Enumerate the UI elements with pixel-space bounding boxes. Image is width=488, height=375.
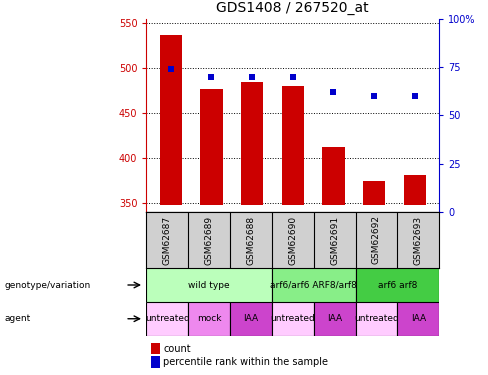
- Bar: [282, 86, 304, 205]
- Text: GSM62689: GSM62689: [204, 215, 214, 265]
- Text: arf6 arf8: arf6 arf8: [378, 280, 417, 290]
- Bar: [356, 268, 439, 302]
- Text: agent: agent: [5, 314, 31, 323]
- Bar: [230, 302, 272, 336]
- Bar: [404, 175, 426, 205]
- Text: untreated: untreated: [270, 314, 315, 323]
- Text: GSM62690: GSM62690: [288, 215, 297, 265]
- Bar: [356, 302, 397, 336]
- Bar: [314, 302, 356, 336]
- Text: mock: mock: [197, 314, 222, 323]
- Bar: [363, 182, 386, 205]
- Text: GSM62688: GSM62688: [246, 215, 256, 265]
- Bar: [272, 268, 356, 302]
- Text: IAA: IAA: [327, 314, 342, 323]
- Bar: [397, 302, 439, 336]
- Title: GDS1408 / 267520_at: GDS1408 / 267520_at: [217, 1, 369, 15]
- Text: count: count: [163, 344, 191, 354]
- Text: untreated: untreated: [354, 314, 399, 323]
- Text: arf6/arf6 ARF8/arf8: arf6/arf6 ARF8/arf8: [270, 280, 357, 290]
- Bar: [322, 147, 345, 205]
- Bar: [272, 302, 314, 336]
- Text: IAA: IAA: [244, 314, 259, 323]
- Text: GSM62692: GSM62692: [372, 216, 381, 264]
- Text: GSM62691: GSM62691: [330, 215, 339, 265]
- Text: percentile rank within the sample: percentile rank within the sample: [163, 357, 328, 367]
- Bar: [160, 35, 182, 205]
- Bar: [146, 268, 272, 302]
- Text: genotype/variation: genotype/variation: [5, 280, 91, 290]
- Bar: [146, 302, 188, 336]
- Text: GSM62687: GSM62687: [163, 215, 172, 265]
- Bar: [200, 89, 223, 205]
- Bar: [241, 82, 264, 205]
- Text: GSM62693: GSM62693: [414, 215, 423, 265]
- Text: IAA: IAA: [411, 314, 426, 323]
- Bar: [188, 302, 230, 336]
- Text: untreated: untreated: [145, 314, 190, 323]
- Text: wild type: wild type: [188, 280, 230, 290]
